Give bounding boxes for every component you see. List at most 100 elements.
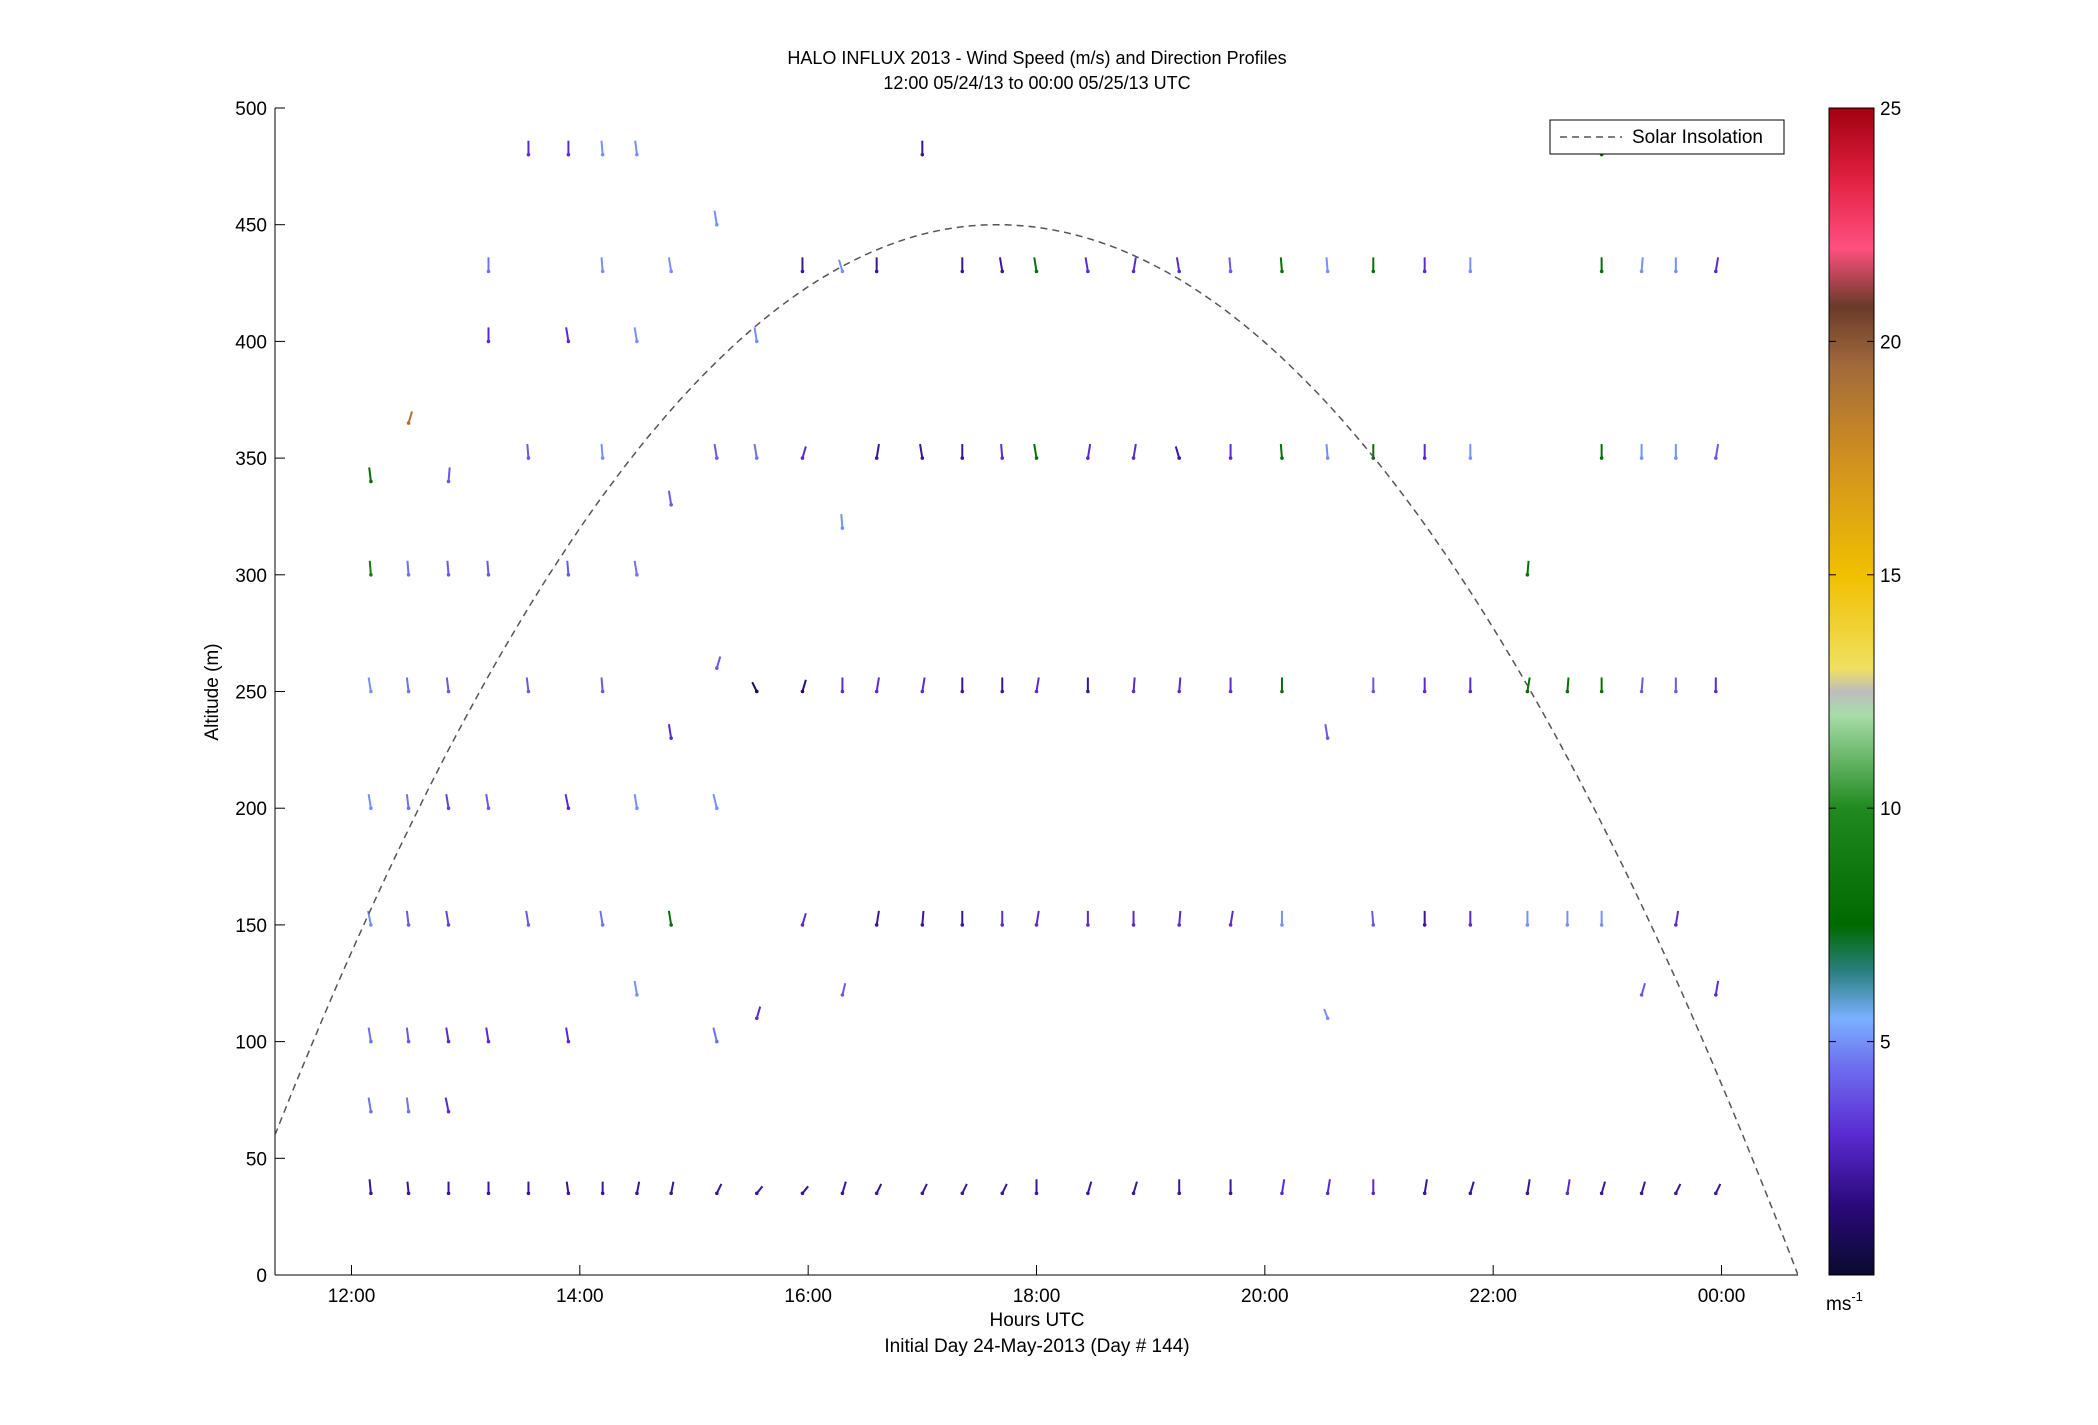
wind-vector	[405, 1027, 411, 1044]
wind-vector-head	[1034, 923, 1039, 927]
wind-vector	[1639, 982, 1646, 997]
wind-vector-shaft	[565, 327, 570, 342]
wind-vector-shaft	[634, 140, 638, 155]
wind-vector-head	[446, 1039, 451, 1044]
wind-vector-shaft	[1132, 1181, 1138, 1194]
wind-vector-head	[715, 666, 719, 670]
wind-vector-head	[635, 573, 639, 577]
colorbar-unit-exponent: -1	[1851, 1289, 1863, 1304]
wind-vector-head	[1713, 689, 1718, 694]
wind-vector	[1422, 1179, 1428, 1196]
wind-vector-head	[715, 222, 719, 227]
wind-vector	[840, 677, 845, 694]
wind-vector-shaft	[485, 1027, 490, 1042]
wind-vector-shaft	[1229, 910, 1234, 926]
wind-vector	[800, 1185, 809, 1196]
wind-vector	[1713, 443, 1720, 460]
wind-vector-shaft	[406, 1181, 410, 1194]
wind-vector	[1228, 257, 1233, 274]
wind-vector-head	[1599, 689, 1604, 694]
wind-vector	[405, 677, 411, 694]
wind-vector-head	[874, 689, 879, 694]
wind-vector	[486, 1181, 491, 1196]
wind-vector-shaft	[1033, 443, 1038, 459]
wind-vector-head	[920, 152, 925, 157]
wind-vector	[446, 560, 451, 577]
wind-vector	[405, 1097, 411, 1114]
wind-vector-shaft	[919, 443, 924, 459]
y-tick-label: 50	[246, 1149, 267, 1170]
wind-vector-shaft	[1325, 444, 1329, 459]
wind-vector-head	[446, 573, 451, 577]
wind-vector	[1371, 910, 1376, 927]
wind-vector	[874, 677, 880, 694]
wind-vector-head	[446, 923, 451, 927]
wind-vector	[920, 140, 925, 157]
wind-vector-shaft	[670, 1181, 675, 1194]
wind-vector-shaft	[1132, 257, 1137, 272]
wind-vector	[1228, 1179, 1233, 1196]
wind-vector-head	[874, 923, 879, 927]
wind-vector	[1525, 1179, 1531, 1196]
wind-vector-head	[486, 339, 491, 344]
wind-vector	[1174, 446, 1182, 460]
wind-vector	[1228, 910, 1234, 927]
colorbar-ticks: 5 10 15 20 25	[1829, 99, 1901, 1054]
wind-vector	[600, 257, 605, 274]
wind-vector	[445, 1027, 451, 1044]
wind-vector-head	[1177, 456, 1182, 460]
colorbar-tick-label: 25	[1880, 99, 1901, 120]
wind-vector-head	[1325, 1191, 1330, 1196]
wind-vector-head	[920, 923, 925, 927]
wind-vector-head	[1525, 689, 1530, 694]
wind-vector-shaft	[1035, 910, 1040, 926]
wind-vector	[446, 1181, 451, 1196]
wind-vector-shaft	[406, 560, 410, 575]
wind-vector-shaft	[840, 514, 844, 529]
wind-vector	[1371, 677, 1376, 694]
wind-vector-head	[486, 573, 491, 577]
wind-vector-head	[1599, 456, 1604, 460]
x-tick-label: 16:00	[784, 1286, 832, 1307]
wind-vector-head	[754, 1016, 759, 1021]
wind-vector-head	[1674, 923, 1678, 927]
wind-vector-head	[669, 923, 673, 927]
wind-vector-head	[874, 456, 879, 460]
wind-vector-head	[715, 1191, 719, 1196]
wind-vector	[1371, 1179, 1376, 1196]
wind-vector	[800, 679, 807, 694]
wind-vector-shaft	[368, 1179, 372, 1194]
wind-vector-shaft	[1640, 257, 1644, 272]
wind-vector-head	[446, 689, 451, 694]
wind-vector	[1525, 910, 1530, 927]
wind-vector	[1086, 910, 1090, 927]
x-tick-label: 12:00	[328, 1286, 376, 1307]
wind-vector-head	[1599, 923, 1604, 927]
wind-vector	[960, 677, 965, 694]
wind-vector	[1468, 910, 1473, 927]
wind-vector-head	[1131, 1191, 1136, 1196]
wind-vector-head	[446, 479, 451, 484]
wind-vector	[1674, 257, 1678, 274]
wind-vector	[1468, 444, 1473, 460]
wind-vector-shaft	[405, 1027, 410, 1042]
wind-vector-shaft	[367, 677, 372, 692]
wind-vector	[566, 140, 571, 157]
wind-vector-shaft	[667, 724, 673, 739]
wind-vector-shaft	[1279, 444, 1283, 459]
wind-vector-shaft	[407, 411, 413, 424]
wind-vector-shaft	[633, 560, 638, 575]
wind-vector	[1177, 910, 1182, 927]
wind-vector	[566, 560, 571, 577]
wind-vector-head	[486, 806, 491, 810]
wind-vector-head	[1468, 269, 1473, 274]
colorbar-unit-base: ms	[1826, 1294, 1851, 1315]
wind-vector-head	[635, 993, 639, 997]
wind-vector-shaft	[565, 1181, 570, 1194]
wind-vector	[1131, 257, 1137, 274]
wind-vector	[445, 910, 451, 927]
colorbar-tick-label: 5	[1880, 1033, 1891, 1054]
wind-vector-shaft	[525, 677, 530, 692]
wind-vector-head	[1228, 689, 1233, 694]
wind-vector-head	[1086, 689, 1090, 694]
